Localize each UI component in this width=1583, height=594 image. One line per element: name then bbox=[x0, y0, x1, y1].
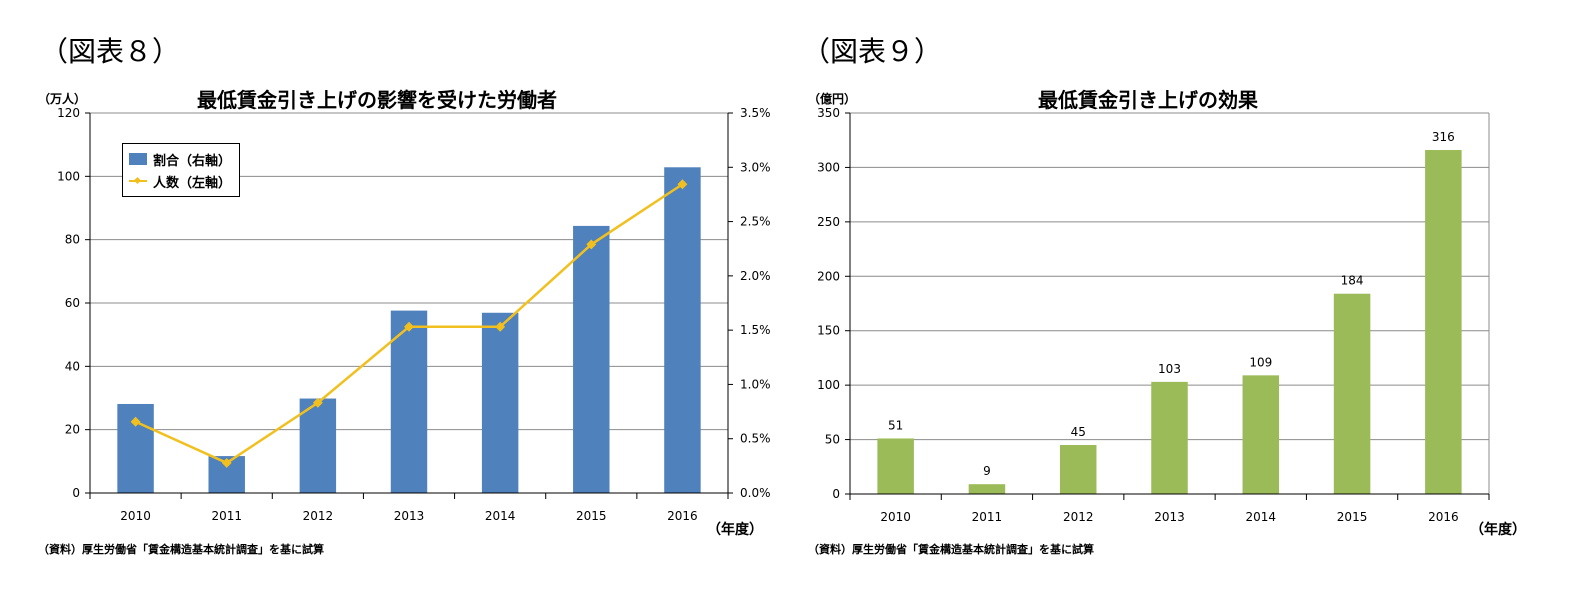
bar bbox=[1151, 381, 1188, 494]
chart-title: 最低賃金引き上げの効果 bbox=[1038, 88, 1258, 112]
x-tick-label: 2013 bbox=[1154, 510, 1185, 524]
bar bbox=[664, 167, 701, 494]
bar-value-label: 184 bbox=[1341, 274, 1364, 288]
bar-value-label: 316 bbox=[1432, 130, 1455, 144]
legend-line-swatch bbox=[129, 175, 147, 187]
left-axis-unit: （億円） bbox=[808, 92, 857, 106]
y-tick-label: 300 bbox=[817, 160, 840, 174]
y-tick-label: 100 bbox=[817, 378, 840, 392]
chart-title: 最低賃金引き上げの影響を受けた労働者 bbox=[197, 88, 557, 112]
y-tick-label: 350 bbox=[817, 106, 840, 120]
x-tick-label: 2015 bbox=[576, 509, 607, 523]
bar-value-label: 45 bbox=[1071, 425, 1086, 439]
line-point bbox=[312, 397, 323, 408]
source-note: （資料）厚生労働省「賃金構造基本統計調査」を基に試算 bbox=[808, 543, 1094, 556]
y2-tick-label: 2.0% bbox=[740, 269, 771, 283]
y2-tick-label: 1.5% bbox=[740, 323, 771, 337]
x-tick-label: 2016 bbox=[1428, 510, 1459, 524]
y-tick-label: 80 bbox=[65, 233, 80, 247]
chart-panel-workers: （図表８） 最低賃金引き上げの影響を受けた労働者 （万人） 0 20 40 60 80 1… bbox=[0, 0, 780, 594]
y-tick-label: 200 bbox=[817, 269, 840, 283]
figure-label: （図表８） bbox=[40, 35, 181, 68]
x-tick-label: 2014 bbox=[485, 509, 516, 523]
bar bbox=[1333, 293, 1371, 494]
y-tick-label: 40 bbox=[65, 359, 80, 373]
bar bbox=[299, 398, 337, 493]
line-point bbox=[677, 179, 688, 190]
y-tick-label: 0 bbox=[72, 486, 80, 500]
y-tick-label: 250 bbox=[817, 215, 840, 229]
bar bbox=[1059, 445, 1097, 494]
bar bbox=[1242, 375, 1280, 494]
legend-bar-swatch bbox=[129, 153, 147, 165]
left-axis-unit: （万人） bbox=[38, 92, 87, 106]
x-tick-label: 2011 bbox=[211, 509, 242, 523]
y-tick-label: 100 bbox=[57, 169, 80, 183]
bar-value-label: 109 bbox=[1249, 355, 1272, 369]
chart-effect-svg: 0 50 100 150 200 250 300 350 51 9 45 103 109 184 316 20… bbox=[817, 106, 1490, 524]
legend-item-bar: 割合（右軸） bbox=[129, 148, 231, 170]
x-tick-label: 2014 bbox=[1246, 510, 1277, 524]
x-tick-label: 2016 bbox=[667, 509, 698, 523]
y-tick-label: 60 bbox=[65, 296, 80, 310]
legend-item-line: 人数（左軸） bbox=[129, 170, 231, 192]
y2-tick-label: 0.0% bbox=[740, 486, 771, 500]
y2-tick-label: 3.5% bbox=[740, 106, 771, 120]
bar bbox=[573, 225, 610, 493]
line-point bbox=[586, 239, 597, 250]
x-tick-label: 2013 bbox=[394, 509, 425, 523]
chart-workers-svg: 0 20 40 60 80 100 120 0.0% 0.5% 1.0% 1.5% 2.0% 2.5% 3… bbox=[57, 106, 771, 523]
figure-label: （図表９） bbox=[802, 35, 943, 68]
bar bbox=[877, 438, 914, 494]
line-point bbox=[404, 321, 414, 332]
x-tick-label: 2011 bbox=[972, 510, 1003, 524]
bar-value-label: 51 bbox=[888, 418, 903, 432]
legend: 割合（右軸） 人数（左軸） bbox=[122, 143, 241, 197]
y-tick-label: 150 bbox=[817, 324, 840, 338]
line-point bbox=[221, 457, 232, 468]
bar bbox=[390, 310, 428, 493]
y2-tick-label: 0.5% bbox=[740, 432, 771, 446]
x-tick-label: 2010 bbox=[120, 509, 151, 523]
x-axis-unit: （年度） bbox=[707, 522, 763, 538]
y-tick-label: 50 bbox=[825, 433, 840, 447]
x-tick-label: 2012 bbox=[1063, 510, 1094, 524]
x-tick-label: 2012 bbox=[303, 509, 334, 523]
bar bbox=[1425, 150, 1462, 495]
x-axis-unit: （年度） bbox=[1470, 522, 1526, 538]
line-point bbox=[495, 321, 506, 332]
bar bbox=[968, 484, 1006, 494]
x-tick-label: 2010 bbox=[880, 510, 911, 524]
source-note: （資料）厚生労働省「賃金構造基本統計調査」を基に試算 bbox=[38, 543, 324, 556]
y-tick-label: 20 bbox=[65, 423, 80, 437]
bar-value-label: 103 bbox=[1158, 362, 1181, 376]
y2-tick-label: 3.0% bbox=[740, 160, 771, 174]
bar bbox=[481, 312, 519, 493]
legend-line-label: 人数（左軸） bbox=[153, 175, 232, 191]
chart-panel-effect: （図表９） 最低賃金引き上げの効果 （億円） 0 50 100 150 200 250 30… bbox=[792, 0, 1583, 594]
bar-value-label: 9 bbox=[983, 464, 991, 478]
x-tick-label: 2015 bbox=[1337, 510, 1368, 524]
legend-bar-label: 割合（右軸） bbox=[153, 153, 232, 169]
line-point bbox=[130, 416, 141, 427]
y-tick-label: 0 bbox=[832, 487, 840, 501]
y2-tick-label: 2.5% bbox=[740, 215, 771, 229]
y2-tick-label: 1.0% bbox=[740, 377, 771, 391]
y-tick-label: 120 bbox=[57, 106, 80, 120]
